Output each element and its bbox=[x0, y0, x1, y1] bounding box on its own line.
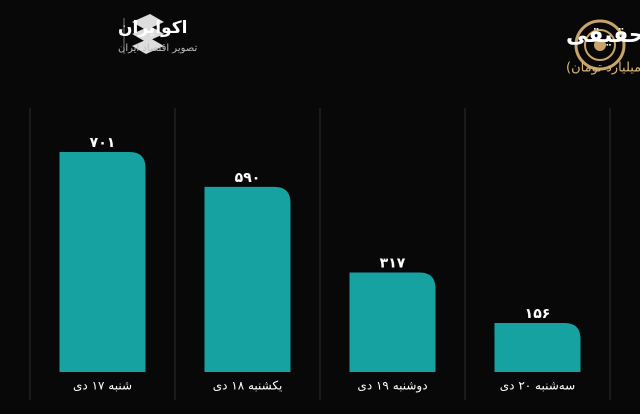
brand-name: اکوایران bbox=[118, 18, 188, 38]
brand-logo bbox=[123, 14, 164, 54]
bar bbox=[59, 152, 146, 372]
emblem bbox=[574, 19, 626, 71]
x-tick-label: دوشنبه ۱۹ دی bbox=[357, 379, 427, 394]
brand-tagline: تصویر اقتصاد ایران bbox=[118, 43, 197, 54]
bar bbox=[204, 186, 291, 372]
value-label: ۳۱۷ bbox=[380, 256, 406, 272]
bar bbox=[494, 323, 581, 372]
x-tick-label: یکشنبه ۱۸ دی bbox=[213, 379, 283, 393]
value-label: ۱۵۶ bbox=[525, 306, 551, 322]
plot-area: ۷۰۱ شنبه ۱۷ دی ۵۹۰ یکشنبه ۱۸ دی ۳۱۷ دوشنبه ۱۹… bbox=[29, 108, 611, 400]
value-label: ۵۹۰ bbox=[235, 170, 261, 186]
value-label: ۷۰۱ bbox=[90, 135, 116, 151]
chart-title: روند ورود پول حقیقی bbox=[566, 23, 640, 48]
x-tick-label: شنبه ۱۷ دی bbox=[73, 379, 132, 393]
chart-subtitle: (واحد: میلیارد تومان) bbox=[566, 61, 640, 76]
x-tick-label: سه‌شنبه ۲۰ دی bbox=[500, 379, 576, 393]
bar bbox=[349, 272, 436, 372]
